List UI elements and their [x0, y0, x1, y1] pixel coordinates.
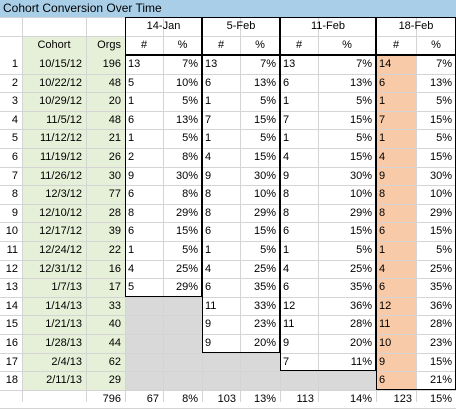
row-index: 6 [0, 148, 22, 167]
border-5feb [202, 17, 280, 353]
row-index: 3 [0, 92, 22, 111]
row-index: 18 [0, 371, 22, 390]
cohort-date: 10/15/12 [22, 55, 86, 74]
row-index: 15 [0, 315, 22, 334]
total-pct: 14% [318, 390, 376, 409]
cohort-date: 12/24/12 [22, 241, 86, 260]
row-index: 12 [0, 260, 22, 279]
cohort-date: 10/29/12 [22, 92, 86, 111]
title-bar: Cohort Conversion Over Time [0, 0, 456, 17]
total-count: 103 [202, 390, 240, 409]
org-count: 44 [86, 334, 125, 353]
total-count: 123 [376, 390, 416, 409]
row-index: 8 [0, 185, 22, 204]
total-orgs: 796 [86, 390, 125, 409]
row-index: 10 [0, 222, 22, 241]
row-index: 4 [0, 111, 22, 130]
org-count: 62 [86, 353, 125, 372]
total-pct: 15% [416, 390, 456, 409]
row-index: 14 [0, 297, 22, 316]
cohort-date: 12/10/12 [22, 204, 86, 223]
cohort-date: 11/19/12 [22, 148, 86, 167]
cohort-date: 2/11/13 [22, 371, 86, 390]
cohort-header: Cohort [22, 36, 86, 55]
org-count: 28 [86, 204, 125, 223]
row-index: 13 [0, 278, 22, 297]
cohort-date: 10/22/12 [22, 74, 86, 93]
row-index: 2 [0, 74, 22, 93]
cohort-date: 11/5/12 [22, 111, 86, 130]
org-count: 22 [86, 241, 125, 260]
row-index: 9 [0, 204, 22, 223]
row-index: 17 [0, 353, 22, 372]
org-count: 33 [86, 297, 125, 316]
total-count: 67 [125, 390, 163, 409]
cohort-date: 1/7/13 [22, 278, 86, 297]
border-18feb [376, 17, 456, 390]
org-count: 21 [86, 129, 125, 148]
org-count: 77 [86, 185, 125, 204]
cohort-date: 12/17/12 [22, 222, 86, 241]
cohort-date: 11/12/12 [22, 129, 86, 148]
cohort-date: 2/4/13 [22, 353, 86, 372]
gray-fill-11feb [280, 371, 376, 390]
org-count: 29 [86, 371, 125, 390]
orgs-header: Orgs [86, 36, 125, 55]
row-index: 5 [0, 129, 22, 148]
total-pct: 8% [163, 390, 202, 409]
cohort-date: 1/28/13 [22, 334, 86, 353]
cohort-date: 11/26/12 [22, 167, 86, 186]
row-index: 16 [0, 334, 22, 353]
org-count: 196 [86, 55, 125, 74]
border-11feb [280, 17, 376, 371]
total-pct: 13% [240, 390, 280, 409]
total-count: 113 [280, 390, 318, 409]
header-underline [125, 54, 456, 56]
org-count: 30 [86, 167, 125, 186]
cohort-date: 1/14/13 [22, 297, 86, 316]
cohort-date: 12/3/12 [22, 185, 86, 204]
cohort-date: 12/31/12 [22, 260, 86, 279]
border-14jan [125, 17, 202, 297]
org-count: 48 [86, 111, 125, 130]
org-count: 17 [86, 278, 125, 297]
org-count: 39 [86, 222, 125, 241]
org-count: 16 [86, 260, 125, 279]
row-index: 11 [0, 241, 22, 260]
org-count: 26 [86, 148, 125, 167]
org-count: 20 [86, 92, 125, 111]
cohort-date: 1/21/13 [22, 315, 86, 334]
org-count: 48 [86, 74, 125, 93]
row-index: 7 [0, 167, 22, 186]
org-count: 40 [86, 315, 125, 334]
row-index: 1 [0, 55, 22, 74]
